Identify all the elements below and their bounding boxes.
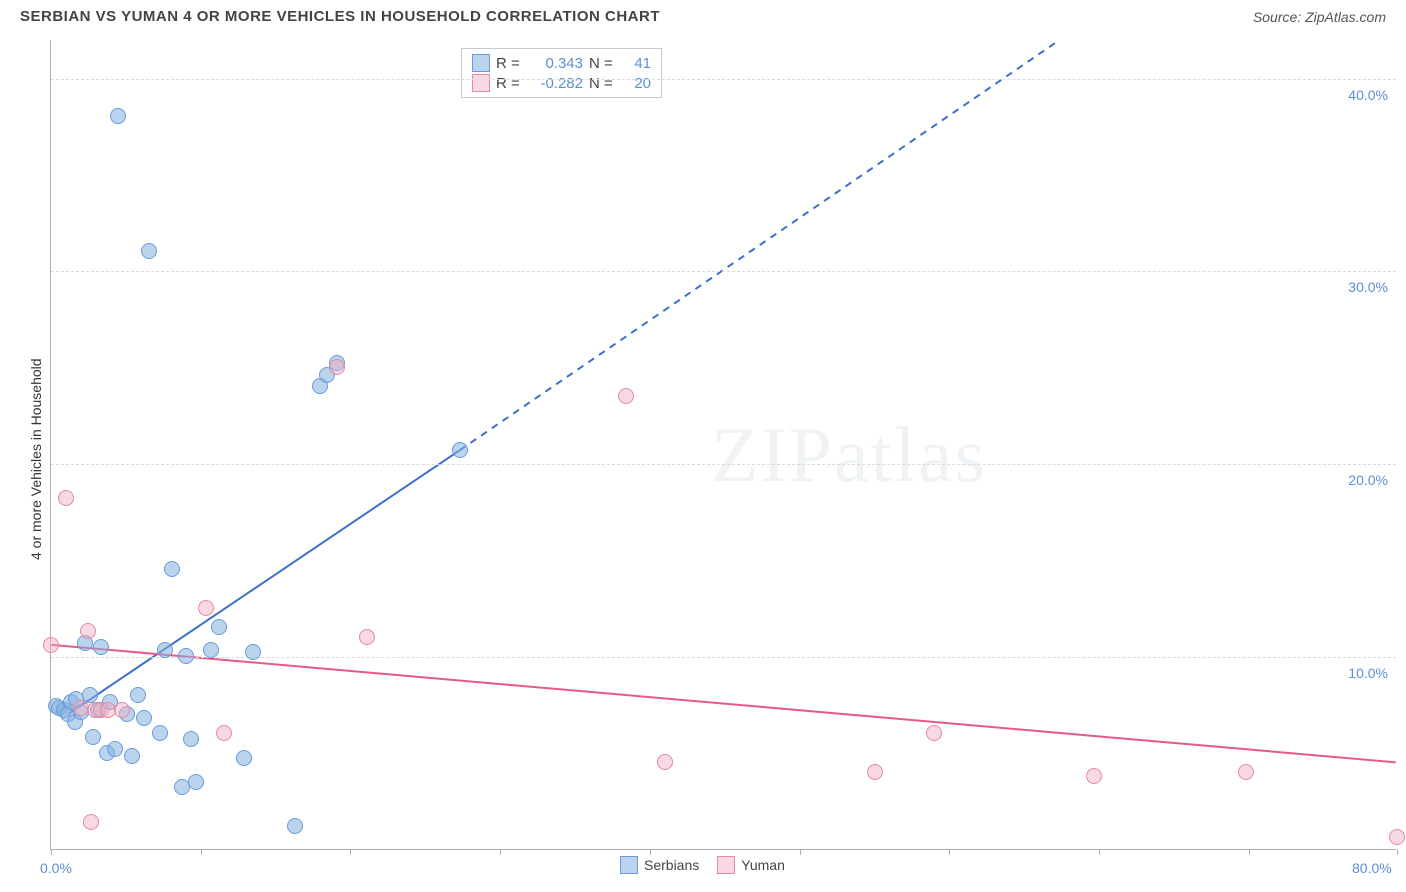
scatter-point-serbians xyxy=(452,442,468,458)
x-tick xyxy=(1099,849,1100,855)
scatter-point-serbians xyxy=(236,750,252,766)
y-tick-label: 30.0% xyxy=(1348,279,1388,295)
scatter-point-yuman xyxy=(926,725,942,741)
scatter-point-serbians xyxy=(287,818,303,834)
r-value: -0.282 xyxy=(528,75,583,92)
scatter-point-yuman xyxy=(329,359,345,375)
swatch-pink-icon xyxy=(472,74,490,92)
scatter-point-yuman xyxy=(1086,768,1102,784)
scatter-point-yuman xyxy=(80,623,96,639)
scatter-point-yuman xyxy=(1238,764,1254,780)
n-label: N = xyxy=(589,55,615,72)
scatter-point-serbians xyxy=(157,642,173,658)
gridline xyxy=(51,271,1396,272)
scatter-point-serbians xyxy=(85,729,101,745)
scatter-point-serbians xyxy=(107,741,123,757)
scatter-point-serbians xyxy=(245,644,261,660)
scatter-point-yuman xyxy=(657,754,673,770)
scatter-point-yuman xyxy=(83,814,99,830)
x-axis-max-label: 80.0% xyxy=(1352,860,1392,876)
y-axis-title: 4 or more Vehicles in Household xyxy=(28,358,44,560)
x-axis-min-label: 0.0% xyxy=(40,860,72,876)
x-tick xyxy=(201,849,202,855)
x-tick xyxy=(650,849,651,855)
r-label: R = xyxy=(496,75,522,92)
scatter-point-serbians xyxy=(164,561,180,577)
gridline xyxy=(51,464,1396,465)
scatter-point-serbians xyxy=(141,243,157,259)
scatter-chart: ZIPatlas R = 0.343 N = 41 R = -0.282 N =… xyxy=(50,40,1396,850)
scatter-point-serbians xyxy=(203,642,219,658)
x-tick xyxy=(500,849,501,855)
scatter-point-yuman xyxy=(216,725,232,741)
scatter-point-yuman xyxy=(359,629,375,645)
legend-label: Serbians xyxy=(644,857,699,873)
y-tick-label: 10.0% xyxy=(1348,665,1388,681)
x-tick xyxy=(350,849,351,855)
correlation-legend: R = 0.343 N = 41 R = -0.282 N = 20 xyxy=(461,48,662,98)
n-value: 41 xyxy=(621,55,651,72)
n-value: 20 xyxy=(621,75,651,92)
source-attribution: Source: ZipAtlas.com xyxy=(1253,9,1386,25)
y-tick-label: 20.0% xyxy=(1348,472,1388,488)
scatter-point-yuman xyxy=(198,600,214,616)
chart-title: SERBIAN VS YUMAN 4 OR MORE VEHICLES IN H… xyxy=(20,8,660,25)
scatter-point-serbians xyxy=(110,108,126,124)
chart-svg xyxy=(51,40,1396,849)
legend-item-yuman: Yuman xyxy=(717,856,785,874)
swatch-blue-icon xyxy=(620,856,638,874)
scatter-point-yuman xyxy=(1389,829,1405,845)
legend-row-yuman: R = -0.282 N = 20 xyxy=(472,73,651,93)
swatch-blue-icon xyxy=(472,54,490,72)
scatter-point-serbians xyxy=(93,639,109,655)
r-label: R = xyxy=(496,55,522,72)
x-tick xyxy=(1249,849,1250,855)
scatter-point-serbians xyxy=(183,731,199,747)
legend-label: Yuman xyxy=(741,857,785,873)
scatter-point-yuman xyxy=(114,702,130,718)
x-tick xyxy=(949,849,950,855)
series-legend: Serbians Yuman xyxy=(620,856,785,874)
scatter-point-serbians xyxy=(211,619,227,635)
x-tick xyxy=(51,849,52,855)
scatter-point-yuman xyxy=(618,388,634,404)
scatter-point-serbians xyxy=(124,748,140,764)
y-tick-label: 40.0% xyxy=(1348,87,1388,103)
r-value: 0.343 xyxy=(528,55,583,72)
scatter-point-yuman xyxy=(43,637,59,653)
scatter-point-serbians xyxy=(152,725,168,741)
scatter-point-yuman xyxy=(58,490,74,506)
n-label: N = xyxy=(589,75,615,92)
scatter-point-serbians xyxy=(188,774,204,790)
x-tick xyxy=(800,849,801,855)
legend-item-serbians: Serbians xyxy=(620,856,699,874)
x-tick xyxy=(1397,849,1398,855)
legend-row-serbians: R = 0.343 N = 41 xyxy=(472,53,651,73)
scatter-point-serbians xyxy=(130,687,146,703)
swatch-pink-icon xyxy=(717,856,735,874)
scatter-point-yuman xyxy=(867,764,883,780)
scatter-point-serbians xyxy=(136,710,152,726)
scatter-point-serbians xyxy=(178,648,194,664)
gridline xyxy=(51,79,1396,80)
